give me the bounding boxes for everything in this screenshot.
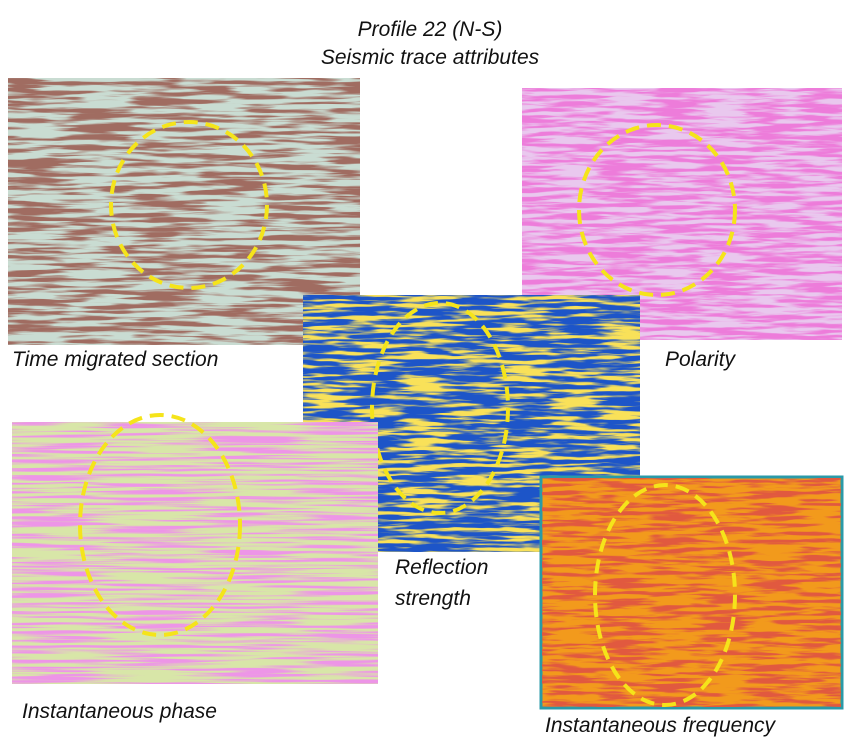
panel-instantaneous-phase [12,415,378,684]
panel-instantaneous-frequency [541,477,842,708]
panel-label: Reflection [395,556,488,579]
panel-label: Instantaneous phase [22,700,217,723]
panel-label: Instantaneous frequency [545,714,776,737]
panel-label: Time migrated section [12,348,218,371]
subtitle: Seismic trace attributes [321,46,540,69]
panel-label: strength [395,587,471,610]
title: Profile 22 (N-S) [358,18,503,41]
panel-label: Polarity [665,348,737,371]
figure: Profile 22 (N-S) Seismic trace attribute… [0,0,852,744]
